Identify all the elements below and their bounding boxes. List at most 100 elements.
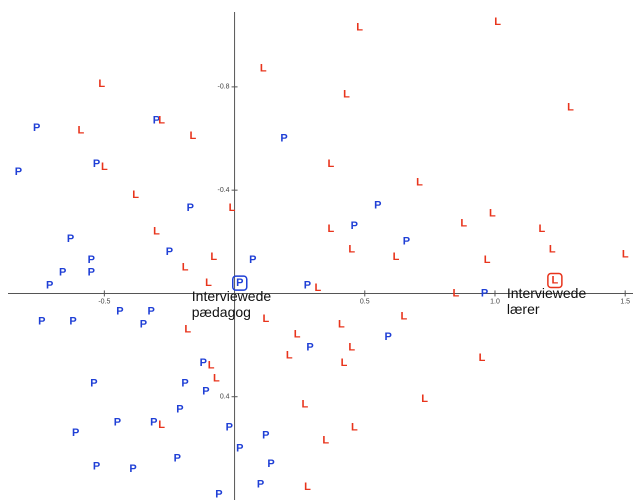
point-marker: P bbox=[140, 318, 147, 330]
point-marker: P bbox=[153, 114, 160, 126]
point-marker: L bbox=[416, 176, 423, 188]
point-marker: P bbox=[69, 316, 76, 328]
point-marker: L bbox=[351, 422, 358, 434]
annotation-box bbox=[547, 272, 563, 289]
point-marker: L bbox=[101, 161, 108, 173]
point-marker: L bbox=[184, 323, 191, 335]
annotation-text: pædagog bbox=[192, 304, 251, 320]
point-marker: P bbox=[116, 305, 123, 317]
point-marker: P bbox=[174, 453, 181, 465]
point-marker: P bbox=[129, 463, 136, 475]
point-marker: P bbox=[150, 416, 157, 428]
point-marker: L bbox=[229, 202, 236, 214]
point-marker: P bbox=[236, 277, 243, 289]
point-marker: P bbox=[202, 385, 209, 397]
point-marker: P bbox=[67, 233, 74, 245]
annotation-box bbox=[232, 275, 248, 291]
point-marker: P bbox=[304, 280, 311, 292]
y-tick-label: -0.4 bbox=[218, 187, 230, 194]
point-marker: L bbox=[494, 16, 501, 28]
x-tick-label: -0.5 bbox=[98, 298, 110, 305]
point-marker: P bbox=[200, 357, 207, 369]
point-marker: P bbox=[187, 202, 194, 214]
point-marker: P bbox=[351, 220, 358, 232]
point-marker: P bbox=[90, 378, 97, 390]
y-tick-label: 0.4 bbox=[220, 394, 230, 401]
x-tick-label: 0.5 bbox=[360, 298, 370, 305]
point-marker: L bbox=[98, 78, 105, 90]
point-marker: P bbox=[93, 158, 100, 170]
point-marker: L bbox=[328, 223, 335, 235]
point-marker: P bbox=[236, 442, 243, 454]
point-marker: L bbox=[421, 393, 428, 405]
point-marker: P bbox=[88, 267, 95, 279]
annotation-text: lærer bbox=[507, 301, 540, 317]
point-marker: L bbox=[328, 158, 335, 170]
point-marker: P bbox=[385, 331, 392, 343]
point-marker: L bbox=[341, 357, 348, 369]
point-marker: L bbox=[190, 130, 197, 142]
point-marker: P bbox=[280, 132, 287, 144]
point-marker: L bbox=[400, 311, 407, 323]
point-marker: L bbox=[479, 352, 486, 364]
annotation-text: Interviewede bbox=[192, 288, 272, 304]
point-marker: P bbox=[226, 422, 233, 434]
point-marker: L bbox=[210, 251, 217, 263]
point-marker: L bbox=[78, 125, 85, 137]
point-marker: P bbox=[257, 478, 264, 490]
point-marker: L bbox=[552, 274, 559, 286]
point-marker: P bbox=[114, 416, 121, 428]
point-marker: L bbox=[489, 207, 496, 219]
x-tick-label: 1.0 bbox=[490, 298, 500, 305]
point-marker: L bbox=[338, 318, 345, 330]
point-marker: L bbox=[453, 287, 460, 299]
point-marker: L bbox=[158, 419, 165, 431]
point-marker: P bbox=[15, 166, 22, 178]
point-marker: L bbox=[567, 101, 574, 113]
point-marker: L bbox=[484, 254, 491, 266]
point-marker: L bbox=[549, 243, 556, 255]
point-marker: P bbox=[267, 458, 274, 470]
point-marker: P bbox=[148, 305, 155, 317]
point-marker: L bbox=[153, 225, 160, 237]
point-marker: P bbox=[93, 460, 100, 472]
point-marker: P bbox=[38, 316, 45, 328]
point-marker: L bbox=[622, 249, 629, 261]
annotation-text: Interviewede bbox=[507, 285, 587, 301]
point-marker: L bbox=[348, 342, 355, 354]
point-marker: P bbox=[262, 429, 269, 441]
point-marker: L bbox=[315, 282, 322, 294]
point-marker: P bbox=[88, 254, 95, 266]
point-marker: L bbox=[322, 435, 329, 447]
point-marker: P bbox=[403, 236, 410, 248]
point-marker: L bbox=[538, 223, 545, 235]
point-marker: P bbox=[215, 489, 222, 500]
point-marker: L bbox=[294, 329, 301, 341]
point-marker: P bbox=[33, 122, 40, 134]
point-marker: P bbox=[481, 287, 488, 299]
point-marker: P bbox=[46, 280, 53, 292]
point-marker: L bbox=[393, 251, 400, 263]
point-marker: P bbox=[72, 427, 79, 439]
point-marker: L bbox=[132, 189, 139, 201]
point-marker: P bbox=[166, 246, 173, 258]
y-tick-label: -0.8 bbox=[218, 84, 230, 91]
point-marker: L bbox=[158, 114, 165, 126]
point-marker: P bbox=[374, 200, 381, 212]
x-tick-label: 1.5 bbox=[620, 298, 630, 305]
point-marker: L bbox=[286, 349, 293, 361]
point-marker: L bbox=[348, 243, 355, 255]
point-marker: P bbox=[59, 267, 66, 279]
point-marker: L bbox=[304, 481, 311, 493]
point-marker: P bbox=[176, 404, 183, 416]
point-marker: L bbox=[460, 218, 467, 230]
point-marker: L bbox=[208, 360, 215, 372]
point-marker: L bbox=[260, 63, 267, 75]
point-marker: L bbox=[205, 277, 212, 289]
point-marker: L bbox=[343, 89, 350, 101]
point-marker: L bbox=[213, 373, 220, 385]
point-marker: L bbox=[302, 398, 309, 410]
point-marker: L bbox=[182, 262, 189, 274]
